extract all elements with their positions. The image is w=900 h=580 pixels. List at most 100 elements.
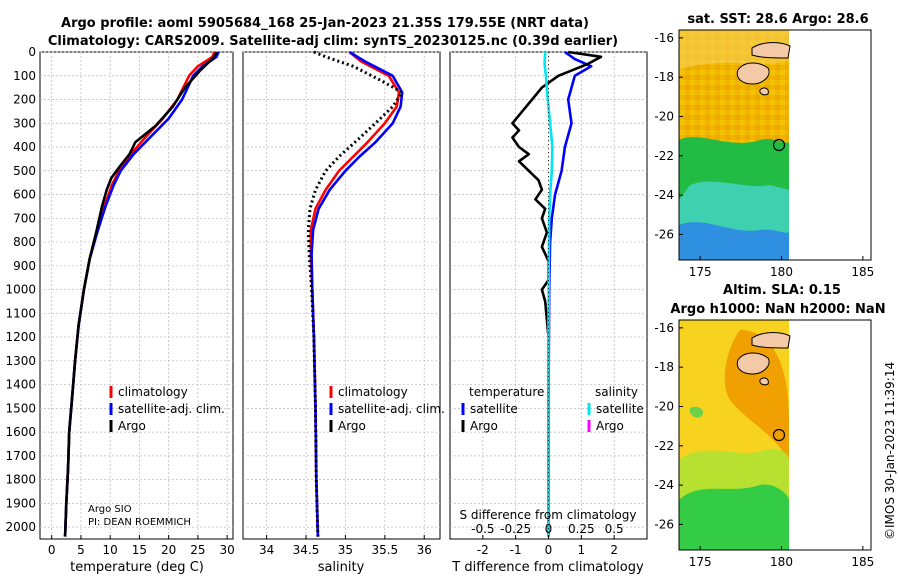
legend-label-climatology: climatology [338, 385, 408, 399]
sla-map-ticks: 175 180 185 -16 -18 -20 -22 -24 -26 [654, 321, 874, 569]
map-y-tick-label: -16 [654, 321, 674, 335]
sla-map-title1: Altim. SLA: 0.15 [723, 283, 841, 298]
imos-timestamp: ©IMOS 30-Jan-2023 11:39:14 [883, 362, 897, 540]
y-tick-label: 1700 [5, 449, 36, 463]
land-kadavu [759, 377, 769, 386]
difference-s-ticks: -0.5 -0.25 0 0.25 0.5 [471, 522, 624, 536]
temperature-xlabel: temperature (deg C) [70, 560, 204, 575]
y-tick-label: 1900 [5, 496, 36, 510]
legend-label-s-satellite: satellite [596, 402, 644, 416]
salinity-legend: climatology satellite-adj. clim. Argo [329, 385, 445, 433]
map-y-tick-label: -20 [654, 399, 674, 413]
x-tick-label: 30 [220, 543, 235, 557]
difference-s-label: S difference from climatology [460, 508, 637, 522]
figure-title-line1: Argo profile: aoml 5905684_168 25-Jan-20… [61, 16, 589, 31]
map-y-tick-label: -22 [654, 149, 674, 163]
y-tick-label: 1100 [5, 306, 36, 320]
difference-grid [450, 51, 647, 539]
map-x-tick-label: 175 [689, 265, 712, 279]
legend-label-satellite: satellite-adj. clim. [338, 402, 445, 416]
salinity-lines [306, 50, 404, 537]
x-tick-label: 1 [578, 543, 586, 557]
y-tick-label: 1600 [5, 425, 36, 439]
salinity-panel: 34 34.5 35 35.5 36 salinity climatology sate… [242, 50, 445, 575]
difference-panel: -2 -1 0 1 2 -0.5 -0.25 0 0.25 0.5 S difference f… [449, 50, 648, 575]
sst-map-panel: sat. SST: 28.6 Argo: 28.6 175 180 185 -16 -1… [654, 12, 874, 279]
sst-map-frame [678, 29, 872, 261]
difference-t-label: T difference from climatology [451, 560, 644, 575]
y-tick-label: 400 [13, 140, 36, 154]
series-line-satellite-adj-clim- [310, 50, 404, 537]
x-tick-label: 35 [338, 543, 353, 557]
temperature-lines [63, 51, 220, 537]
series-line-argo [63, 51, 218, 537]
figure-title-line2: Climatology: CARS2009. Satellite-adj cli… [48, 34, 618, 49]
map-y-tick-label: -26 [654, 517, 674, 531]
x-tick-label: -1 [510, 543, 522, 557]
difference-legend: temperature salinity satellite Argo sate… [461, 385, 644, 433]
y-tick-label: 1400 [5, 378, 36, 392]
map-y-tick-label: -20 [654, 109, 674, 123]
s-tick-label: 0 [545, 522, 553, 536]
map-y-tick-label: -18 [654, 360, 674, 374]
land-vanua-levu [751, 42, 791, 59]
x-tick-label: 5 [77, 543, 85, 557]
y-tick-label: 1500 [5, 401, 36, 415]
x-tick-label: 10 [103, 543, 118, 557]
y-tick-label: 0 [28, 45, 36, 59]
y-tick-label: 1300 [5, 354, 36, 368]
temperature-frame [39, 51, 234, 540]
salinity-frame [242, 51, 441, 540]
x-tick-label: 20 [161, 543, 176, 557]
argo-institution: Argo SIO [88, 504, 132, 515]
s-tick-label: 0.25 [568, 522, 595, 536]
map-x-tick-label: 185 [851, 265, 874, 279]
map-y-tick-label: -24 [654, 478, 674, 492]
y-tick-label: 100 [13, 69, 36, 83]
argo-position-marker [772, 138, 786, 152]
x-tick-label: 35.5 [371, 543, 398, 557]
y-tick-label: 600 [13, 188, 36, 202]
legend-label-t-argo: Argo [470, 419, 498, 433]
legend-label-argo: Argo [118, 419, 146, 433]
legend-label-climatology: climatology [118, 385, 188, 399]
temperature-panel: 0 5 10 15 20 25 30 0 100 200 300 400 500 600 700 800 90… [5, 45, 234, 575]
sla-map-panel: Altim. SLA: 0.15 Argo h1000: NaN h2000: … [654, 283, 885, 569]
x-tick-label: 34.5 [293, 543, 320, 557]
x-tick-label: -2 [477, 543, 489, 557]
y-tick-label: 1800 [5, 473, 36, 487]
sla-map-frame [678, 319, 872, 551]
land-viti-levu [736, 352, 770, 375]
series-line-t-argo [511, 50, 603, 537]
map-x-tick-label: 180 [770, 265, 793, 279]
y-tick-label: 900 [13, 259, 36, 273]
temperature-legend: climatology satellite-adj. clim. Argo [109, 385, 225, 433]
legend-title-temperature: temperature [469, 385, 544, 399]
legend-title-salinity: salinity [595, 385, 638, 399]
map-x-tick-label: 175 [689, 555, 712, 569]
map-x-tick-label: 180 [770, 555, 793, 569]
sla-map-title2: Argo h1000: NaN h2000: NaN [670, 302, 885, 317]
y-tick-label: 300 [13, 116, 36, 130]
map-y-tick-label: -22 [654, 439, 674, 453]
y-tick-label: 700 [13, 211, 36, 225]
x-tick-label: 0 [48, 543, 56, 557]
map-x-tick-label: 185 [851, 555, 874, 569]
temperature-y-ticks: 0 100 200 300 400 500 600 700 800 900 1000 1100 1200… [5, 45, 36, 534]
sst-coldest-zone [679, 222, 789, 260]
argo-pi: PI: DEAN ROEMMICH [88, 517, 191, 528]
y-tick-label: 1200 [5, 330, 36, 344]
temperature-grid [40, 51, 233, 539]
legend-label-t-satellite: satellite [470, 402, 518, 416]
y-tick-label: 2000 [5, 520, 36, 534]
x-tick-label: 0 [545, 543, 553, 557]
sla-low-zone [679, 484, 789, 550]
argo-position-marker [772, 428, 786, 442]
x-tick-label: 2 [610, 543, 618, 557]
land-viti-levu [736, 62, 770, 85]
x-tick-label: 25 [190, 543, 205, 557]
salinity-x-ticks: 34 34.5 35 35.5 36 [259, 535, 432, 557]
x-tick-label: 15 [132, 543, 147, 557]
s-tick-label: 0.5 [605, 522, 624, 536]
